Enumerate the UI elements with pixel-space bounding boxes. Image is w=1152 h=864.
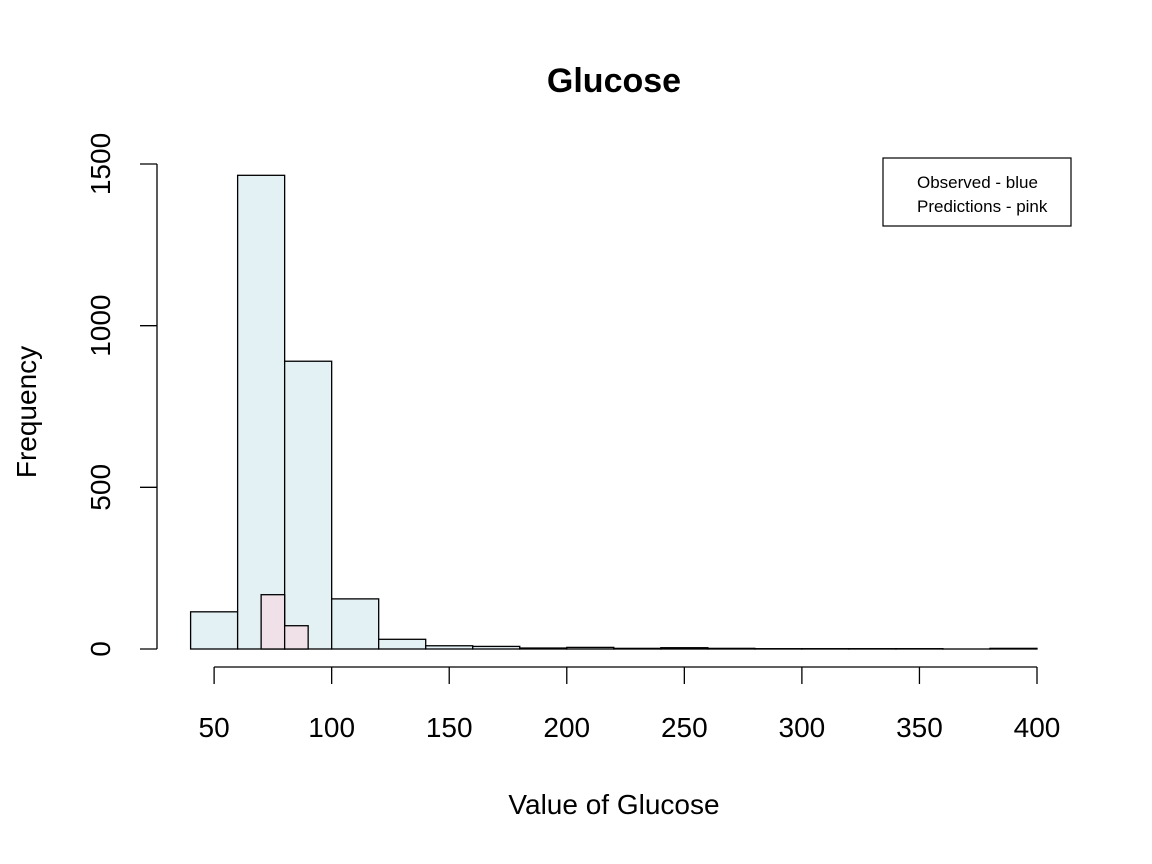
observed-bar-0 [189,611,239,650]
observed-bar-6 [472,645,521,650]
bars-layer [189,174,1038,650]
observed-bar-2 [283,360,333,650]
y-axis-label: Frequency [11,346,42,478]
x-tick-label-7: 400 [1014,712,1061,743]
x-tick-label-5: 300 [779,712,826,743]
observed-bar-1 [236,174,286,650]
y-tick-label-1: 500 [85,464,116,511]
observed-bar-5 [425,645,474,650]
x-tick-label-0: 50 [199,712,230,743]
legend-box [882,157,1072,227]
x-axis-label: Value of Glucose [508,789,719,820]
legend: Observed - blue Predictions - pink [882,157,1072,227]
y-axis: 0 500 1000 1500 [85,133,158,657]
observed-bar-4 [378,638,427,650]
x-tick-label-4: 250 [661,712,708,743]
observed-bar-7 [519,647,568,650]
observed-bar-11 [707,647,756,650]
observed-bar-10 [660,647,709,650]
observed-bar-9 [613,647,662,650]
x-tick-label-3: 200 [543,712,590,743]
y-tick-label-3: 1500 [85,133,116,195]
x-axis: 50 100 150 200 250 300 350 400 [199,666,1061,743]
chart-title: Glucose [547,62,681,100]
observed-bar-8 [566,646,615,650]
predictions-bar-0 [260,594,286,650]
legend-entry-observed: Observed - blue [917,173,1038,192]
x-tick-label-1: 100 [308,712,355,743]
predictions-bar-1 [283,625,309,650]
observed-bar-17 [989,647,1038,650]
legend-entry-predictions: Predictions - pink [917,197,1048,216]
y-tick-label-2: 1000 [85,295,116,357]
observed-bar-3 [331,598,380,650]
x-tick-label-2: 150 [426,712,473,743]
y-tick-label-0: 0 [85,641,116,657]
x-tick-label-6: 350 [896,712,943,743]
